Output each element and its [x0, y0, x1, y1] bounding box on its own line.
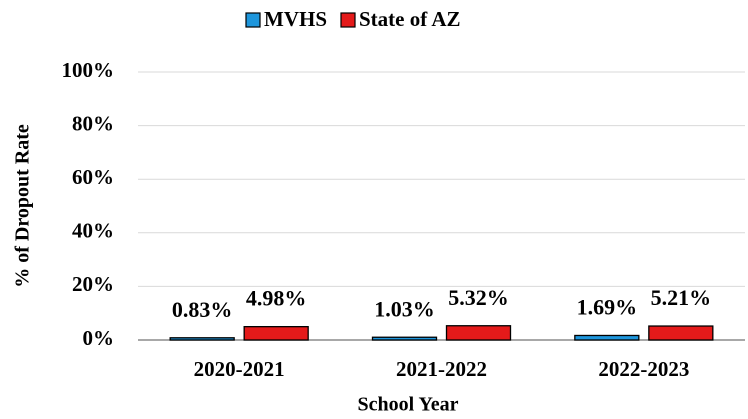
legend-swatch [340, 12, 356, 28]
bar [371, 336, 438, 341]
value-label: 4.98% [246, 286, 307, 311]
legend-label: State of AZ [359, 7, 461, 31]
x-axis-title: School Year [358, 394, 459, 416]
y-tick-label: 40% [72, 219, 114, 243]
bar [445, 325, 512, 341]
legend-swatch [245, 12, 261, 28]
bar [243, 326, 309, 341]
value-label: 0.83% [172, 297, 233, 322]
value-label: 5.21% [651, 285, 712, 310]
legend-label: MVHS [264, 7, 327, 31]
bar [574, 334, 640, 341]
y-tick-label: 0% [83, 326, 115, 350]
x-tick-label: 2022-2023 [598, 357, 689, 381]
value-label: 5.32% [448, 285, 509, 310]
bar [648, 325, 714, 341]
value-label: 1.03% [374, 296, 435, 321]
y-tick-label: 60% [72, 165, 114, 189]
x-tick-label: 2021-2022 [396, 357, 487, 381]
bar [169, 337, 235, 341]
x-tick-label: 2020-2021 [194, 357, 285, 381]
y-tick-label: 20% [72, 272, 114, 296]
y-axis-title: % of Dropout Rate [12, 124, 34, 288]
y-tick-label: 100% [62, 58, 115, 82]
y-tick-label: 80% [72, 111, 114, 135]
value-label: 1.69% [577, 295, 638, 320]
